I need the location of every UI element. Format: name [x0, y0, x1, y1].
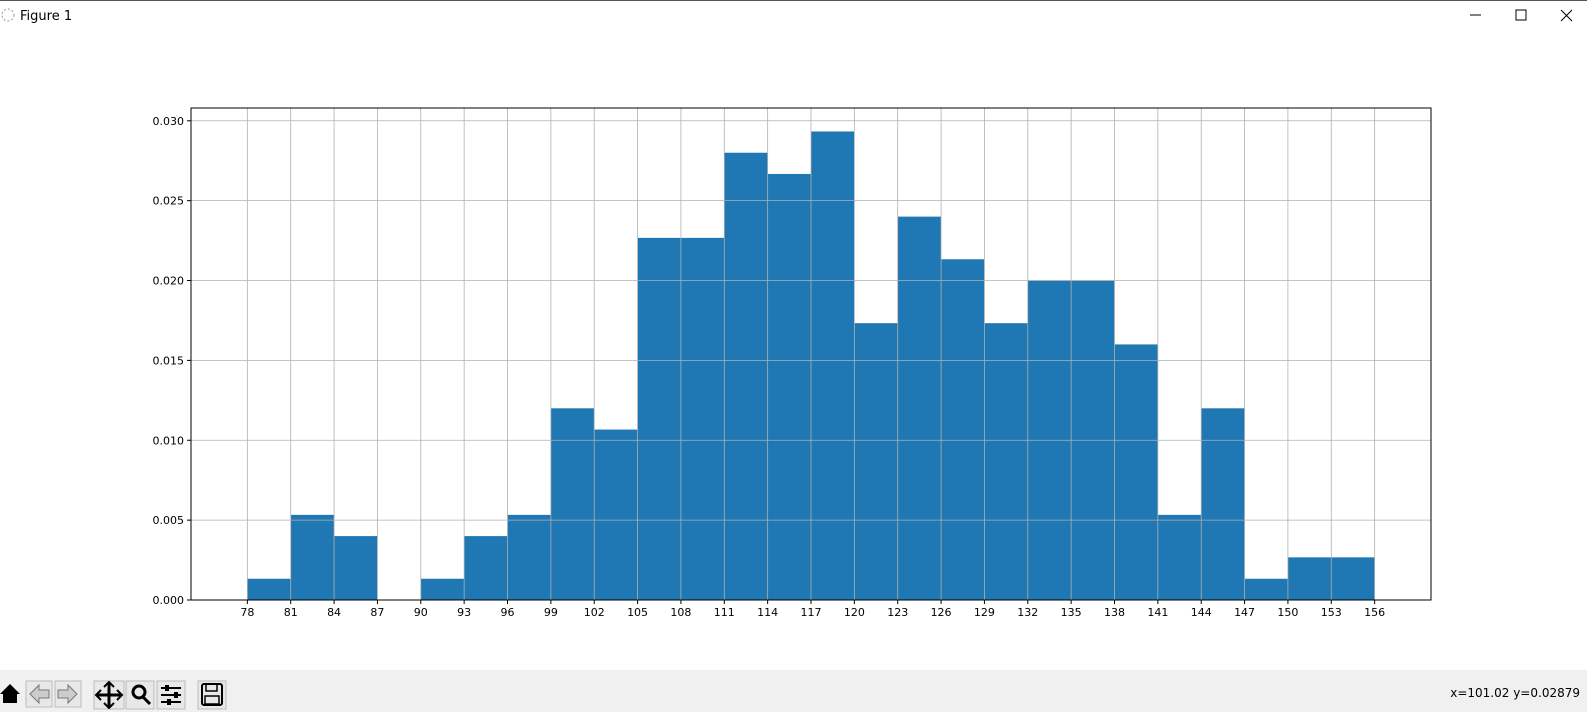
back-button[interactable] [25, 680, 53, 708]
status-text: x=101.02 y=0.02879 [1450, 686, 1580, 700]
bar [290, 514, 335, 600]
window-title: Figure 1 [20, 9, 72, 24]
bar [1244, 578, 1288, 600]
home-button[interactable] [0, 684, 20, 703]
x-tick-label: 147 [1234, 606, 1255, 619]
x-tick-label: 105 [627, 606, 648, 619]
pan-button[interactable] [93, 680, 125, 710]
x-tick-label: 84 [327, 606, 341, 619]
x-tick-label: 90 [414, 606, 428, 619]
x-tick-label: 78 [240, 606, 254, 619]
x-tick-label: 153 [1321, 606, 1342, 619]
y-tick-label: 0.025 [153, 195, 185, 208]
forward-button[interactable] [54, 680, 82, 708]
window-border [0, 0, 1587, 1]
bar [1331, 557, 1375, 600]
bar [811, 131, 855, 600]
y-tick-label: 0.005 [153, 514, 185, 527]
save-button[interactable] [197, 680, 227, 710]
bar [984, 323, 1028, 600]
configure-button[interactable] [156, 680, 186, 710]
toolbar [0, 670, 1587, 712]
bar [941, 259, 985, 600]
x-tick-label: 99 [544, 606, 558, 619]
bar [724, 152, 768, 600]
app-icon [1, 8, 15, 22]
y-tick-label: 0.010 [153, 434, 185, 447]
x-tick-label: 117 [801, 606, 822, 619]
y-tick-label: 0.020 [153, 275, 185, 288]
bar [420, 578, 465, 600]
x-tick-label: 114 [757, 606, 778, 619]
x-tick-label: 129 [974, 606, 995, 619]
x-tick-label: 120 [844, 606, 865, 619]
x-tick-label: 135 [1061, 606, 1082, 619]
y-tick-label: 0.030 [153, 115, 185, 128]
x-tick-label: 81 [284, 606, 298, 619]
x-tick-label: 141 [1147, 606, 1168, 619]
x-tick-label: 93 [457, 606, 471, 619]
bar [1287, 557, 1332, 600]
bar [1157, 514, 1202, 600]
x-tick-label: 102 [584, 606, 605, 619]
zoom-button[interactable] [125, 680, 155, 710]
x-tick-label: 156 [1364, 606, 1385, 619]
bar [464, 536, 508, 600]
x-tick-label: 96 [501, 606, 515, 619]
x-tick-label: 150 [1277, 606, 1298, 619]
bar [854, 323, 898, 600]
x-tick-label: 111 [714, 606, 735, 619]
bar [680, 237, 725, 600]
bar [767, 173, 811, 601]
plot-frame [190, 107, 1432, 601]
x-tick-label: 108 [670, 606, 691, 619]
y-tick-label: 0.015 [153, 354, 185, 367]
x-tick-label: 138 [1104, 606, 1125, 619]
bar [247, 578, 291, 600]
y-tick-label: 0.000 [153, 594, 185, 607]
bar [334, 536, 378, 600]
bar [1114, 344, 1158, 600]
close-button[interactable] [1560, 9, 1573, 22]
x-tick-label: 87 [370, 606, 384, 619]
x-tick-label: 144 [1191, 606, 1212, 619]
bar [594, 429, 638, 600]
x-tick-label: 123 [887, 606, 908, 619]
x-tick-label: 126 [931, 606, 952, 619]
bar [1201, 408, 1245, 600]
bar [507, 514, 551, 600]
x-tick-label: 132 [1017, 606, 1038, 619]
maximize-button[interactable] [1515, 9, 1527, 21]
bar [637, 237, 681, 600]
bar [550, 408, 595, 600]
bar [897, 216, 942, 600]
